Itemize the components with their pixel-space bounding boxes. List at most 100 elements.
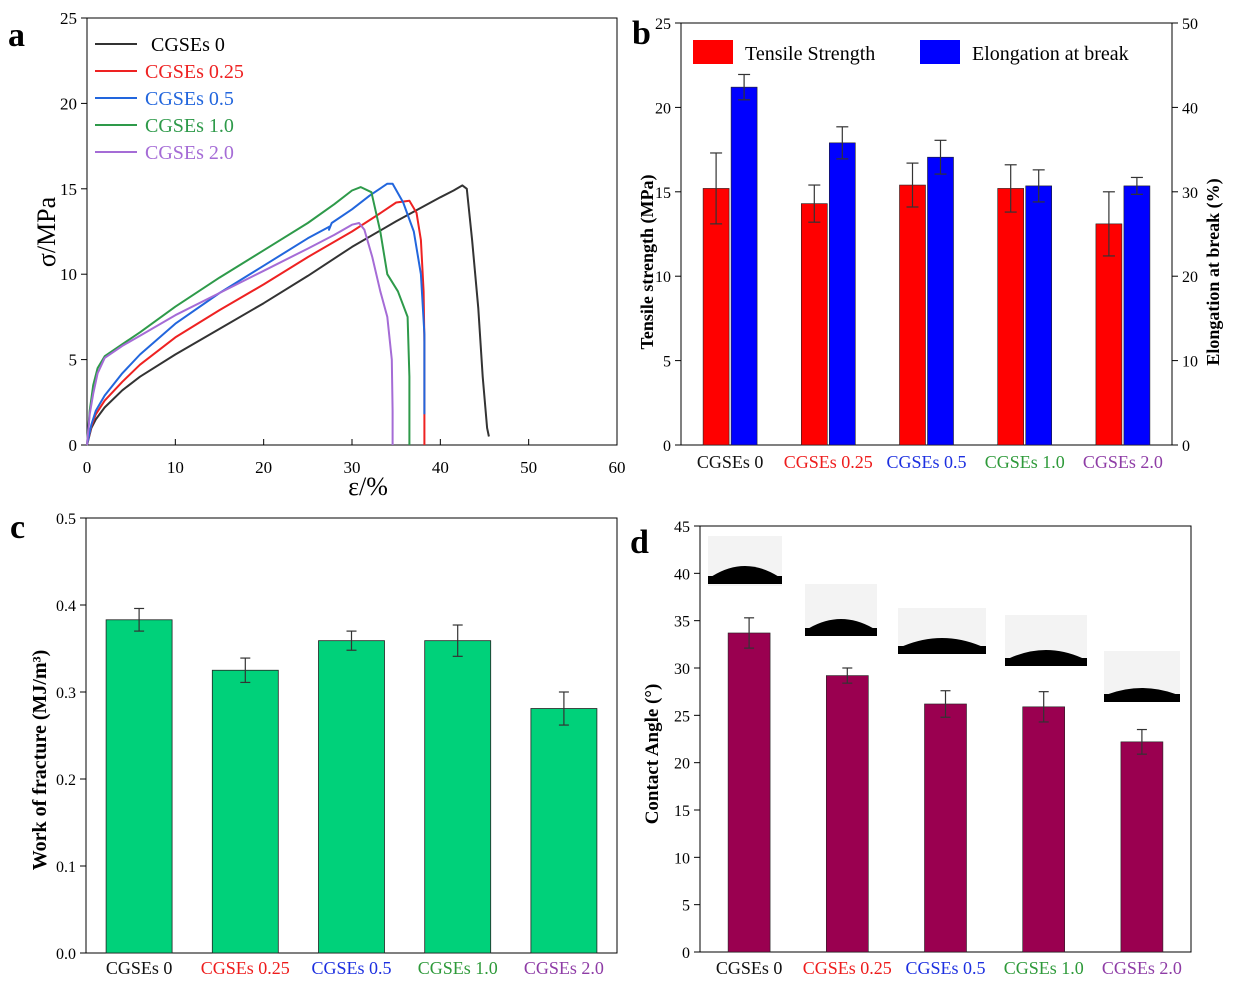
x-axis-d-category-label: CGSEs 0 [716,958,783,978]
bar-c-4 [530,708,598,954]
y-axis-label-a: σ/MPa [32,196,61,267]
panel-label-c: c [10,509,25,546]
panel-d: d 0 5 10 15 20 25 30 35 40 45 CGSEs 0 CGSEs 0.25 CGS… [630,519,1192,978]
x-axis-b-category-label: CGSEs 1.0 [985,452,1065,472]
x-axis-d-category-label: CGSEs 1.0 [1004,958,1084,978]
x-axis-a-tick-label: 30 [344,458,361,477]
x-axis-a-tick-label: 0 [83,458,92,477]
legend-label-a: CGSEs 1.0 [145,115,234,137]
y-axis-c-tick-label: 0.3 [56,685,76,702]
bar-b-1-2 [927,156,954,446]
droplet-icon [712,566,778,576]
bar-b-0-2 [899,184,926,446]
y-axis-d-tick-label: 30 [674,661,690,678]
panel-c: c 0.0 0.1 0.2 0.3 0.4 0.5 CGSEs 0 CGSEs 0.25 CGS… [10,509,618,978]
substrate [1005,658,1087,666]
series-line-4 [86,222,394,446]
y-axis-right-b-tick-label: 20 [1182,269,1198,286]
x-axis-d-category-label: CGSEs 0.25 [803,958,892,978]
y-axis-d-tick-label: 25 [674,708,690,725]
y-axis-label-c: Work of fracture (MJ/m³) [29,650,51,871]
y-axis-a-tick-label: 0 [69,436,78,455]
y-axis-a-tick-label: 10 [60,265,77,284]
substrate [805,628,877,636]
substrate [708,576,782,584]
bar-b-1-0 [730,86,758,446]
y-axis-c-tick-label: 0.5 [56,511,76,528]
y-axis-b-tick-label: 25 [655,16,671,33]
legend-label-a: CGSEs 0.5 [145,88,234,110]
bar-d-1 [825,675,869,953]
series-line-0 [86,184,490,446]
y-axis-a-tick-label: 15 [60,180,77,199]
y-axis-b-tick-label: 5 [663,354,671,371]
panel-label-b: b [632,15,651,52]
substrate [1104,694,1180,702]
panel-b: b 0 5 10 15 20 25 0 10 20 30 40 50 CGSEs 0 CGSEs 0.25… [632,15,1224,472]
y-axis-b-tick-label: 10 [655,269,671,286]
y-axis-label-d: Contact Angle (°) [642,684,663,825]
x-axis-c-category-label: CGSEs 0.25 [201,958,290,978]
y-axis-c-tick-label: 0.1 [56,859,76,876]
x-axis-b-category-label: CGSEs 0 [697,452,764,472]
x-axis-c-category-label: CGSEs 0.5 [311,958,391,978]
bar-b-0-1 [800,203,828,446]
substrate [898,646,986,654]
panel-label-d: d [630,524,649,561]
bar-c-0 [105,619,173,954]
x-axis-b-category-label: CGSEs 0.25 [784,452,873,472]
y-axis-d-tick-label: 10 [674,850,690,867]
y-axis-a-tick-label: 25 [60,9,77,28]
bar-d-4 [1120,741,1164,953]
legend-label-b: Elongation at break [972,43,1129,65]
x-axis-a-tick-label: 60 [609,458,626,477]
bar-c-1 [211,669,279,954]
y-axis-right-b-tick-label: 0 [1182,438,1190,455]
x-axis-c-category-label: CGSEs 0 [106,958,173,978]
bar-d-3 [1022,706,1066,953]
bar-b-1-1 [828,142,856,446]
bar-b-0-4 [1095,223,1123,446]
y-axis-a-tick-label: 5 [69,351,78,370]
y-axis-right-b-tick-label: 40 [1182,100,1198,117]
y-axis-d-tick-label: 0 [682,945,690,962]
bar-b-1-3 [1025,185,1052,446]
panel-label-a: a [8,17,25,54]
x-axis-label-a: ε/% [348,472,388,501]
x-axis-b-category-label: CGSEs 0.5 [886,452,966,472]
bar-b-0-0 [702,188,730,446]
y-axis-right-label-b: Elongation at break (%) [1203,178,1224,365]
droplet-icon [903,638,981,646]
x-axis-a-tick-label: 10 [167,458,184,477]
series-line-3 [86,186,411,446]
y-axis-right-b-tick-label: 50 [1182,16,1198,33]
legend-label-a: CGSEs 2.0 [145,142,234,164]
legend-label-b: Tensile Strength [745,43,875,65]
legend-swatch-b [693,40,733,64]
droplet-icon [1108,688,1176,694]
y-axis-d-tick-label: 40 [674,566,690,583]
y-axis-d-tick-label: 15 [674,803,690,820]
y-axis-b-tick-label: 20 [655,100,671,117]
y-axis-d-tick-label: 5 [682,898,690,915]
bar-d-0 [727,632,771,953]
droplet-icon [1009,650,1083,658]
legend-swatch-b [920,40,960,64]
x-axis-a-tick-label: 50 [520,458,537,477]
droplet-icon [809,619,873,628]
bar-d-2 [924,703,967,953]
bar-c-2 [318,640,385,954]
legend-label-a: CGSEs 0 [151,34,225,56]
y-axis-d-tick-label: 20 [674,756,690,773]
bar-b-0-3 [997,188,1025,446]
y-axis-right-b-tick-label: 30 [1182,185,1198,202]
x-axis-a-tick-label: 20 [255,458,272,477]
series-line-2 [86,182,426,446]
bar-b-1-4 [1123,185,1151,446]
x-axis-a-tick-label: 40 [432,458,449,477]
y-axis-label-b: Tensile strength (MPa) [637,175,658,350]
y-axis-c-tick-label: 0.0 [56,946,76,963]
panel-a: a 0 5 10 15 20 25 0 10 20 30 40 50 60 CGSEs 0 CGSEs 0… [8,9,626,501]
bar-c-3 [424,640,492,954]
